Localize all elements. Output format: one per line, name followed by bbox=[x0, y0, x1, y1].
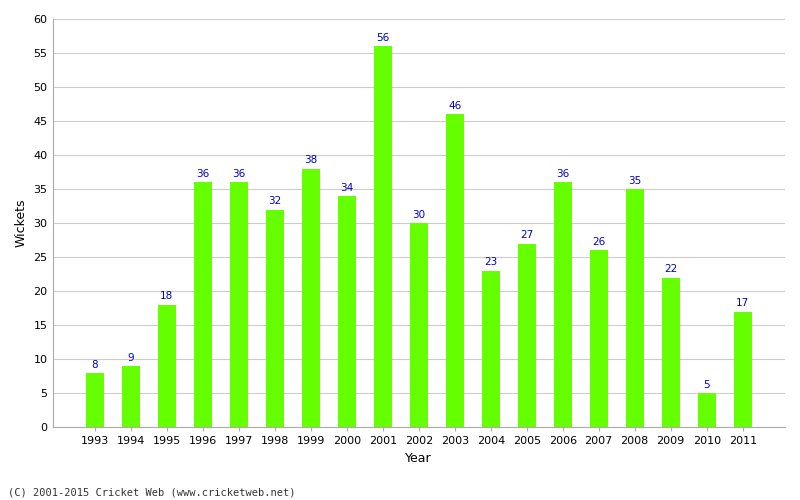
Text: 38: 38 bbox=[304, 156, 318, 166]
Text: 18: 18 bbox=[160, 292, 174, 302]
Bar bbox=[194, 182, 212, 428]
Bar bbox=[338, 196, 356, 428]
Text: 23: 23 bbox=[484, 258, 498, 268]
Text: 34: 34 bbox=[340, 182, 354, 192]
Text: 9: 9 bbox=[127, 353, 134, 363]
Bar bbox=[734, 312, 752, 428]
Bar bbox=[410, 223, 428, 428]
Text: 8: 8 bbox=[91, 360, 98, 370]
Y-axis label: Wickets: Wickets bbox=[15, 199, 28, 248]
Text: 56: 56 bbox=[376, 33, 390, 43]
Bar bbox=[590, 250, 608, 428]
Bar bbox=[554, 182, 572, 428]
Text: 46: 46 bbox=[448, 101, 462, 111]
Bar bbox=[158, 305, 176, 428]
Bar bbox=[122, 366, 140, 428]
Bar bbox=[446, 114, 464, 428]
Text: 36: 36 bbox=[232, 169, 246, 179]
Text: 35: 35 bbox=[628, 176, 642, 186]
Bar bbox=[698, 394, 716, 428]
Text: 26: 26 bbox=[592, 237, 606, 247]
Bar bbox=[230, 182, 248, 428]
Text: 32: 32 bbox=[268, 196, 282, 206]
Bar bbox=[374, 46, 392, 428]
Text: 17: 17 bbox=[736, 298, 750, 308]
Bar bbox=[626, 189, 644, 428]
Bar bbox=[86, 373, 104, 428]
Bar bbox=[662, 278, 680, 428]
Bar bbox=[302, 169, 320, 427]
Text: (C) 2001-2015 Cricket Web (www.cricketweb.net): (C) 2001-2015 Cricket Web (www.cricketwe… bbox=[8, 488, 295, 498]
Bar bbox=[482, 271, 500, 428]
Text: 27: 27 bbox=[520, 230, 534, 240]
Text: 22: 22 bbox=[664, 264, 678, 274]
X-axis label: Year: Year bbox=[406, 452, 432, 465]
Bar bbox=[266, 210, 284, 428]
Text: 30: 30 bbox=[412, 210, 426, 220]
Text: 36: 36 bbox=[556, 169, 570, 179]
Text: 36: 36 bbox=[196, 169, 210, 179]
Bar bbox=[518, 244, 536, 428]
Text: 5: 5 bbox=[703, 380, 710, 390]
